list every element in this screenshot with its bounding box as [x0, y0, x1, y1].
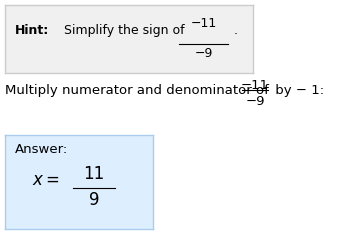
- Text: 11: 11: [83, 165, 105, 183]
- Text: Multiply numerator and denominator of: Multiply numerator and denominator of: [5, 84, 273, 97]
- Text: Simplify the sign of: Simplify the sign of: [59, 24, 188, 37]
- Text: Hint:: Hint:: [15, 24, 49, 37]
- Text: by − 1:: by − 1:: [271, 84, 324, 97]
- Text: .: .: [233, 24, 237, 37]
- Text: Answer:: Answer:: [15, 143, 69, 156]
- Text: $x =$: $x =$: [32, 171, 59, 189]
- Text: −9: −9: [245, 95, 265, 108]
- Text: −11: −11: [190, 17, 216, 30]
- Text: −11: −11: [241, 79, 269, 92]
- Text: 9: 9: [89, 191, 99, 209]
- Text: −9: −9: [194, 47, 213, 60]
